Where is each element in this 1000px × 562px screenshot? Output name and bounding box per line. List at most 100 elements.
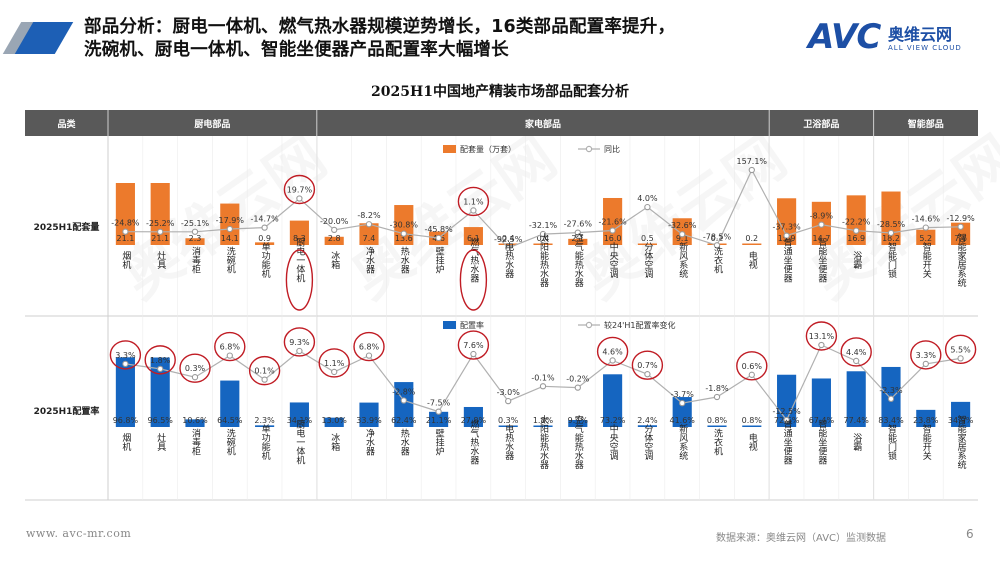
bar-value-label-0: 21.1 [151, 234, 169, 243]
category-label-1: 分体空调 [642, 424, 653, 461]
bar-1 [811, 378, 831, 427]
line-series-1 [125, 344, 961, 422]
category-label-1: 电视 [747, 432, 758, 452]
line-value-label-1: 3.3% [115, 351, 136, 360]
bar-value-label-0: 9.1 [676, 234, 689, 243]
chart-title: 2025H1中国地产精装市场部品配套分析 [371, 84, 629, 100]
line-point-1 [679, 399, 686, 407]
line-value-label-0: -45.8% [424, 225, 453, 234]
logo-en: ALL VIEW CLOUD [888, 44, 962, 52]
highlight-circle-1 [353, 331, 385, 362]
category-label-0: 智能坐便器 [816, 236, 827, 282]
category-label-0: 电热水器 [503, 241, 514, 278]
avc-logo: AVC 奥维云网 ALL VIEW CLOUD [808, 17, 978, 61]
line-value-label-0: -92.5% [494, 235, 523, 244]
line-point-0 [261, 224, 268, 231]
highlight-circle-1 [840, 337, 872, 367]
line-value-label-0: 1.1% [463, 197, 484, 206]
bar-value-label-1: 0.8% [707, 416, 728, 425]
category-label-1: 消毒柜 [190, 427, 201, 456]
bar-value-label-1: 96.8% [113, 416, 139, 425]
line-value-label-1: -7.5% [427, 399, 451, 408]
line-value-label-1: 5.5% [950, 345, 971, 354]
line-point-0 [818, 221, 825, 228]
line-value-label-0: 157.1% [737, 157, 768, 166]
bar-value-label-1: 0.3% [498, 416, 519, 425]
category-label-1: 净水器 [364, 427, 375, 455]
bar-value-label-1: 0.8% [742, 416, 763, 425]
line-point-0 [783, 232, 790, 239]
bar-value-label-0: 7.6 [954, 234, 967, 243]
group-header-2: 卫浴部品 [803, 118, 839, 130]
bar-1 [672, 397, 692, 427]
legend-swatch-bar-1 [443, 321, 456, 329]
category-label-1: 烟机 [120, 432, 130, 452]
page-title: 部品分析：厨电一体机、燃气热水器规模逆势增长，16类部品配置率提升， 洗碗机、厨… [84, 16, 794, 62]
bar-value-label-1: 34.1% [287, 416, 313, 425]
bar-value-label-1: 41.6% [669, 416, 695, 425]
category-label-0: 厨电一体机 [294, 237, 305, 283]
bar-0 [637, 243, 657, 245]
line-value-label-0: -20.0% [320, 217, 349, 226]
line-point-1 [818, 341, 825, 349]
bar-1 [324, 417, 344, 427]
legend-marker-line-0 [585, 145, 593, 153]
line-value-label-1: 3.3% [916, 351, 937, 360]
category-label-1: 中央空调 [608, 423, 619, 461]
bar-1 [289, 402, 309, 427]
line-value-label-1: -0.1% [531, 373, 555, 382]
category-label-0: 净水器 [364, 245, 375, 273]
bar-value-label-1: 62.4% [391, 416, 417, 425]
line-point-1 [644, 371, 651, 378]
line-point-0 [157, 228, 164, 235]
highlight-circle-1 [631, 350, 664, 380]
panel-row-label-1: 2025H1配置率 [34, 405, 100, 417]
line-value-label-0: 19.7% [287, 186, 313, 195]
legend-marker-line-1 [585, 321, 593, 329]
bar-value-label-0: 7.4 [363, 234, 376, 243]
bar-value-label-1: 73.2% [600, 416, 626, 425]
table-header-bg [25, 110, 978, 136]
highlight-circle-1 [144, 345, 176, 375]
line-value-label-1: -12.5% [772, 407, 801, 416]
bar-value-label-0: 0.5 [641, 234, 654, 243]
category-label-1: 太阳能热水器 [538, 414, 549, 469]
category-highlight-circle [459, 249, 488, 311]
line-point-0 [296, 195, 303, 202]
bar-value-label-0: 14.1 [221, 234, 239, 243]
line-point-1 [191, 374, 199, 381]
bar-1 [707, 425, 727, 427]
bar-value-label-0: 21.1 [116, 234, 134, 243]
group-header-1: 家电部品 [525, 118, 561, 130]
category-highlight-circle [285, 249, 314, 311]
category-label-0: 浴霸 [851, 251, 862, 270]
bar-value-label-1: 64.5% [217, 416, 243, 425]
category-label-0: 燃气热水器 [468, 236, 479, 282]
line-value-label-0: -37.3% [772, 223, 801, 232]
highlight-circle-1 [805, 321, 838, 351]
highlight-circle-1 [944, 334, 977, 365]
legend-label-line-0: 同比 [604, 144, 620, 154]
bar-value-label-0: 0.4 [537, 234, 550, 243]
line-point-0 [644, 203, 651, 211]
category-label-0: 洗衣机 [712, 245, 723, 274]
line-point-0 [887, 229, 895, 237]
bar-value-label-1: 67.4% [809, 416, 835, 425]
category-label-1: 智能坐便器 [816, 418, 827, 464]
line-point-1 [539, 383, 547, 390]
highlight-circle-1 [457, 330, 490, 360]
category-label-1: 普通坐便器 [782, 418, 793, 464]
logo-mark: AVC [808, 17, 881, 57]
line-point-1 [783, 416, 790, 424]
category-label-0: 壁挂炉 [434, 245, 445, 274]
bar-1 [255, 425, 275, 427]
bar-1 [916, 409, 936, 427]
line-point-1 [887, 395, 895, 402]
line-value-label-0: -25.1% [181, 219, 210, 228]
bar-value-label-0: 2.8 [328, 234, 341, 243]
bar-value-label-1: 77.4% [843, 416, 869, 425]
line-point-0 [922, 224, 929, 231]
group-header-0: 厨电部品 [194, 118, 230, 130]
bar-1 [951, 401, 971, 427]
